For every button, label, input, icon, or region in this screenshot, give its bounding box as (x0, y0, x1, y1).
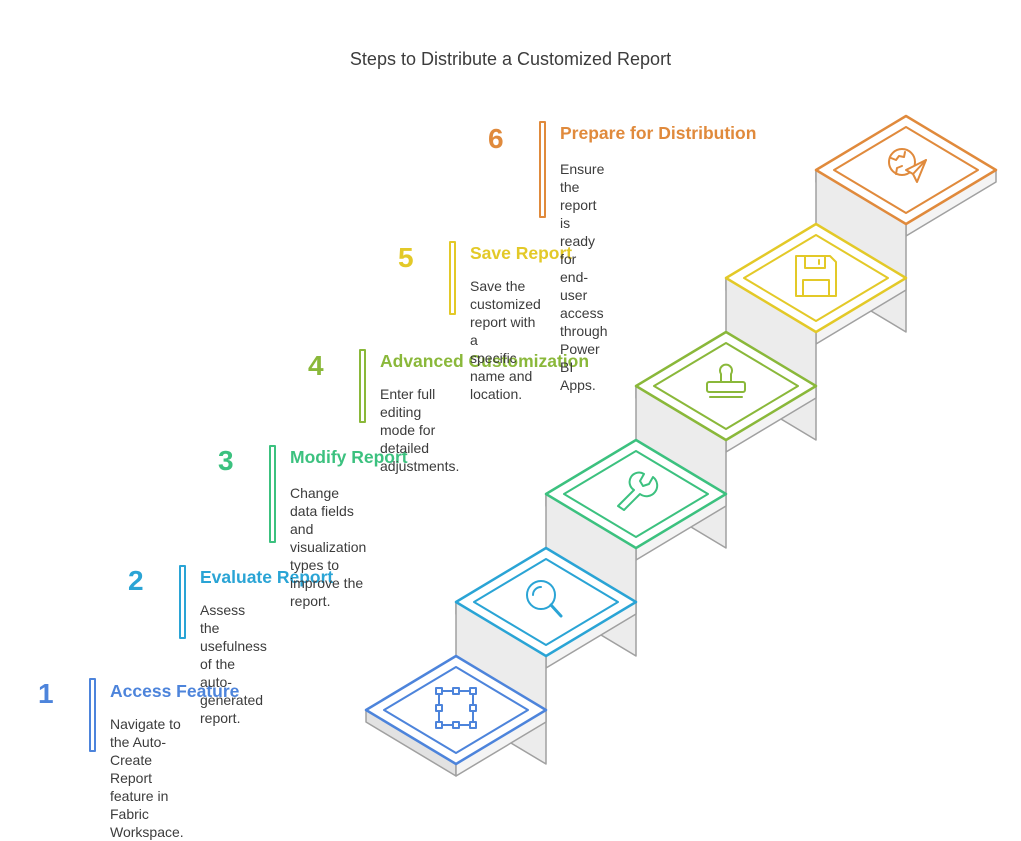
step-2-line-2: generated report. (200, 692, 264, 726)
step-4-description: Enter full editing mode for detailed adj… (380, 385, 459, 475)
step-3-line-2: visualization types to improve the (290, 539, 367, 591)
stair-inner-diamond (563, 450, 709, 538)
step-5-number: 5 (398, 242, 414, 273)
floppy-disk-icon (795, 255, 837, 297)
selection-frame-icon (435, 687, 477, 729)
magnifier-icon (526, 580, 563, 618)
diagram-title: Steps to Distribute a Customized Report (349, 49, 672, 69)
step-2-line-1: Assess the usefulness of the auto- (200, 602, 267, 690)
stair-inner-diamond (833, 126, 979, 214)
step-2-title: Evaluate Report (200, 567, 334, 587)
step-3-bar (269, 445, 276, 543)
stair-tread (724, 222, 908, 334)
step-4-line-2: adjustments. (380, 458, 460, 474)
step-6-title: Prepare for Distribution (560, 123, 757, 143)
step-3-number: 3 (218, 445, 234, 476)
globe-send-icon (888, 148, 927, 183)
step-2-number: 2 (128, 565, 144, 596)
step-5-title: Save Report (470, 243, 573, 263)
stair-inner-diamond (743, 234, 889, 322)
step-4-line-1: Enter full editing mode for detailed (380, 386, 436, 456)
step-2-description: Assess the usefulness of the auto- gener… (200, 601, 267, 727)
step-6-bar (539, 121, 546, 218)
step-1-number: 1 (38, 678, 54, 709)
step-6-number: 6 (488, 123, 504, 154)
step-4-bar (359, 349, 366, 423)
step-3-line-1: Change data fields and (290, 485, 354, 537)
step-5-line-1: Save the customized report with a (470, 278, 541, 348)
step-3-line-3: report. (290, 593, 331, 609)
stamp-icon (706, 363, 746, 398)
step-1-bar (89, 678, 96, 752)
wrench-icon (617, 471, 659, 511)
step-2-bar (179, 565, 186, 639)
step-4-number: 4 (308, 350, 324, 381)
step-6-line-1: Ensure the report is ready for end- (560, 161, 605, 285)
stair-tread (544, 438, 728, 550)
stair-inner-diamond (383, 666, 529, 754)
stair-tread (454, 546, 638, 658)
stair-step-1 (364, 654, 548, 777)
step-6-description: Ensure the report is ready for end- user… (560, 160, 607, 394)
stair-tread (364, 654, 548, 766)
step-6-line-3: Apps. (560, 377, 596, 393)
step-5-line-2: specific name and location. (470, 350, 533, 402)
stair-inner-diamond (473, 558, 619, 646)
step-5-description: Save the customized report with a specif… (470, 277, 541, 403)
step-3-description: Change data fields and visualization typ… (290, 484, 366, 610)
step-1-title: Access Feature (110, 681, 240, 701)
stair-tread (634, 330, 818, 442)
step-1-line-1: Navigate to the Auto-Create Report (110, 716, 181, 786)
stair-inner-diamond (653, 342, 799, 430)
step-6-line-2: user access through Power BI (560, 287, 608, 375)
step-4-title: Advanced Customization (380, 351, 590, 371)
step-5-bar (449, 241, 456, 315)
step-3-title: Modify Report (290, 447, 408, 467)
